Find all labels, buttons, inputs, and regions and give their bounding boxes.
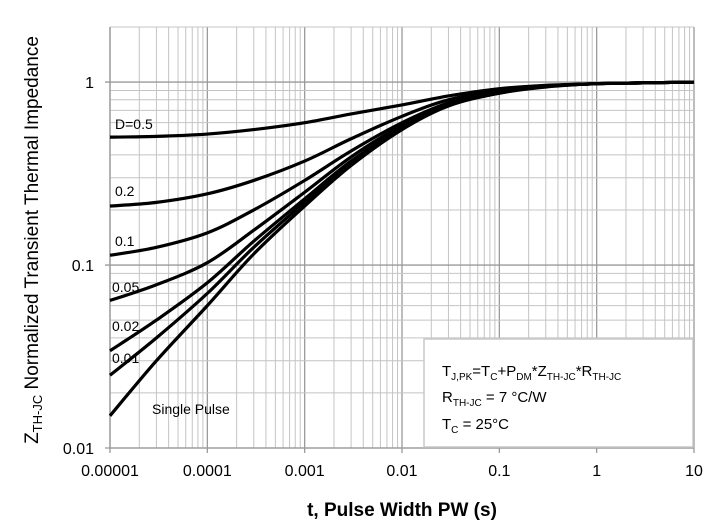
annotation-line-2: RTH-JC = 7 °C/W <box>442 389 547 409</box>
x-tick-label: 10 <box>685 463 703 480</box>
series-label: 0.1 <box>115 233 135 249</box>
x-tick-label: 0.00001 <box>81 463 139 480</box>
x-axis-label: t, Pulse Width PW (s) <box>307 500 497 521</box>
x-tick-label: 0.1 <box>488 463 510 480</box>
series-labels: D=0.5 0.2 0.1 0.05 0.02 0.01 Single Pulse <box>112 116 230 417</box>
series-label: Single Pulse <box>152 401 230 417</box>
x-tick-label: 0.001 <box>285 463 325 480</box>
x-tick-label: 0.0001 <box>183 463 232 480</box>
tick-labels: 0.00001 0.0001 0.001 0.01 0.1 1 10 0.01 0.1 1 <box>63 75 703 480</box>
series-label: 0.01 <box>112 350 139 366</box>
y-tick-label: 0.1 <box>72 258 94 275</box>
y-tick-label: 1 <box>85 75 94 92</box>
annotation-line-3: TC = 25°C <box>442 416 509 436</box>
series-label: D=0.5 <box>115 116 153 132</box>
y-axis-label: ZTH-JC Normalized Transient Thermal Impe… <box>22 36 45 444</box>
annotation-box <box>423 338 694 448</box>
x-tick-label: 0.01 <box>386 463 417 480</box>
x-tick-label: 1 <box>592 463 601 480</box>
series-label: 0.2 <box>115 183 135 199</box>
annotation-line-1: TJ,PK=TC+PDM*ZTH-JC*RTH-JC <box>442 363 621 383</box>
curve-single-pulse <box>108 80 695 417</box>
series-label: 0.05 <box>112 279 139 295</box>
y-tick-label: 0.01 <box>63 441 94 458</box>
curves <box>108 80 695 417</box>
series-label: 0.02 <box>112 318 139 334</box>
